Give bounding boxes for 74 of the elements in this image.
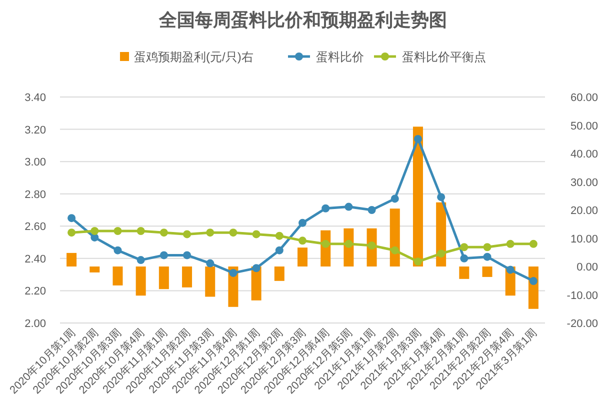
- bar: [158, 266, 169, 290]
- y-tick-label: 3.00: [24, 156, 46, 169]
- bar: [274, 266, 284, 281]
- point: [529, 240, 538, 248]
- bar: [136, 266, 146, 296]
- point: [414, 258, 422, 266]
- point: [298, 236, 306, 245]
- bar: [459, 266, 470, 279]
- y-tick-label: 2.40: [24, 253, 46, 266]
- point: [183, 230, 192, 238]
- point: [368, 206, 376, 214]
- point: [183, 251, 192, 260]
- y2-tick-label: -20.00: [566, 318, 598, 330]
- point: [390, 194, 399, 203]
- bar: [182, 266, 192, 288]
- point: [68, 214, 76, 222]
- bar: [482, 266, 492, 277]
- legend-label: 蛋料比价: [316, 50, 364, 64]
- bar: [112, 266, 123, 286]
- point: [229, 228, 238, 237]
- point: [160, 251, 168, 260]
- point: [483, 243, 492, 252]
- point: [344, 240, 353, 248]
- bar: [205, 266, 216, 297]
- bar: [90, 266, 100, 272]
- point: [136, 256, 145, 264]
- point: [437, 193, 446, 202]
- point: [252, 264, 260, 272]
- point: [460, 254, 468, 262]
- y2-tick-label: 20.00: [570, 205, 598, 217]
- point: [460, 243, 468, 252]
- point: [229, 268, 238, 277]
- y2-tick-label: -10.00: [566, 290, 598, 302]
- point: [114, 246, 122, 254]
- y2-tick-label: 10.00: [570, 233, 598, 246]
- point: [206, 259, 214, 268]
- point: [414, 134, 422, 143]
- point: [90, 226, 99, 235]
- point: [437, 250, 446, 258]
- point: [206, 228, 214, 237]
- point: [114, 226, 122, 235]
- point: [368, 242, 376, 250]
- y2-tick-label: 50.00: [570, 120, 598, 132]
- point: [322, 204, 330, 212]
- y2-tick-label: 40.00: [570, 148, 598, 160]
- bar: [66, 252, 77, 266]
- point: [136, 226, 145, 235]
- legend-label: 蛋料比价平衡点: [402, 50, 486, 64]
- point: [483, 252, 492, 261]
- y2-tick-label: 60.00: [570, 92, 598, 104]
- y-tick-label: 3.20: [24, 124, 46, 136]
- point: [68, 228, 76, 237]
- bar: [298, 248, 308, 266]
- point: [506, 266, 514, 274]
- y-tick-label: 3.40: [24, 92, 46, 104]
- chart-title: 全国每周蛋料比价和预期盈利走势图: [158, 10, 447, 30]
- y-tick-label: 2.00: [24, 318, 46, 330]
- point: [160, 228, 168, 237]
- point: [252, 230, 260, 238]
- y2-tick-label: 0.00: [576, 262, 598, 274]
- point: [275, 232, 284, 240]
- point: [529, 277, 538, 286]
- point: [275, 246, 284, 254]
- legend-label: 蛋鸡预期盈利(元/只)右: [134, 50, 254, 64]
- y-tick-label: 2.60: [24, 221, 46, 234]
- point: [322, 240, 330, 248]
- point: [506, 240, 514, 248]
- point: [390, 246, 399, 254]
- point: [344, 202, 353, 211]
- y2-tick-label: 30.00: [570, 176, 598, 189]
- point: [298, 218, 306, 227]
- y-tick-label: 2.20: [24, 286, 46, 298]
- y-tick-label: 2.80: [24, 188, 46, 201]
- bar: [390, 208, 400, 266]
